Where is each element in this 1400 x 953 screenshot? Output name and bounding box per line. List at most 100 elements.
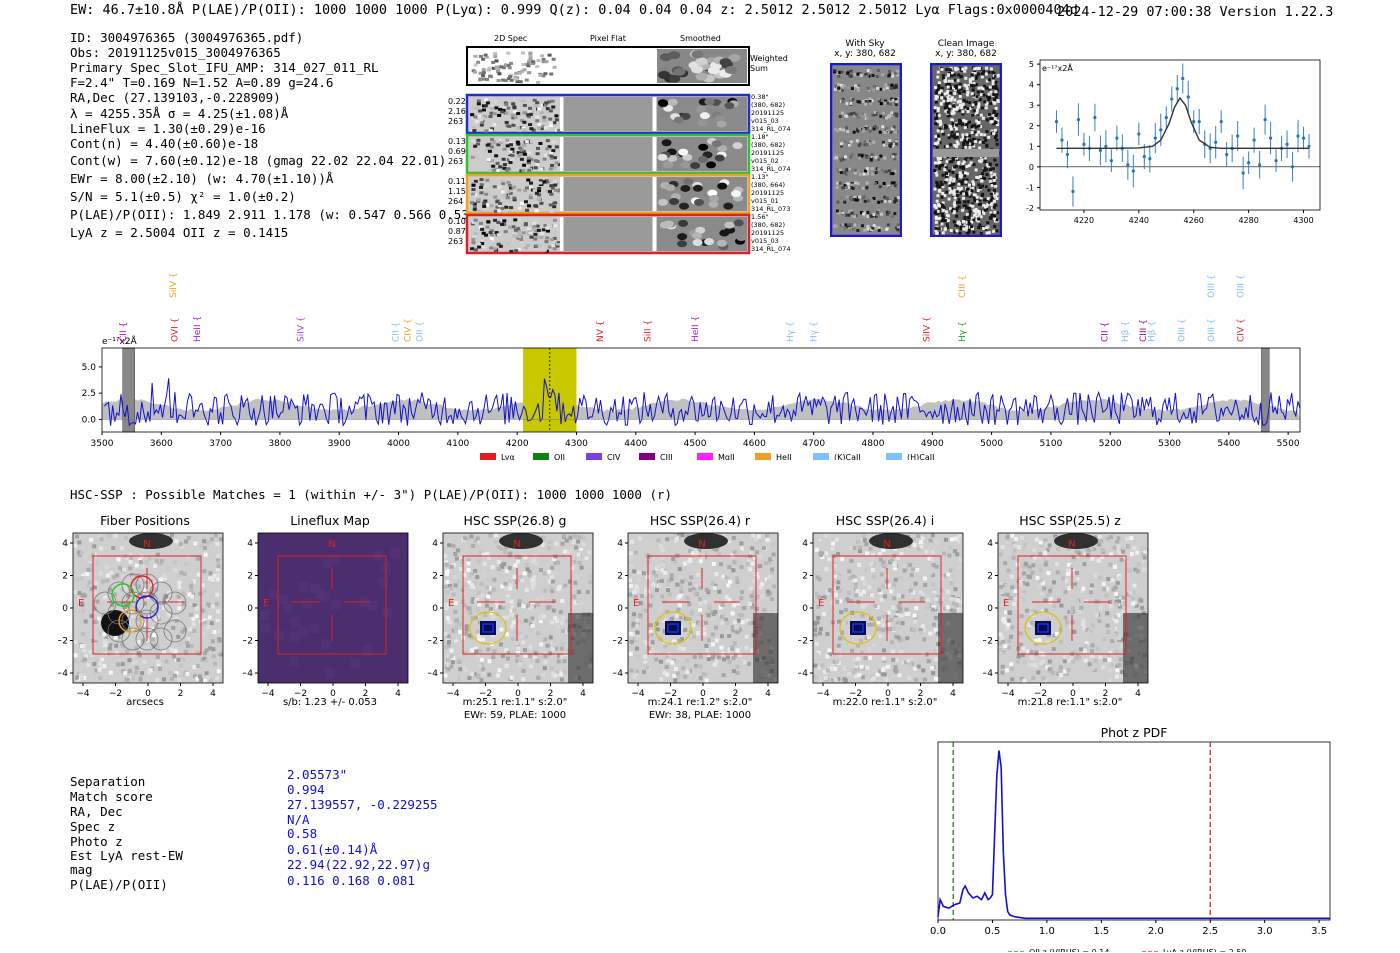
fit-point [1263, 117, 1267, 122]
cutout-pixel [1108, 599, 1113, 604]
clean-pixel [944, 166, 948, 170]
cutout-pixel [692, 586, 697, 591]
cutout-pixel [931, 582, 936, 587]
clean-pixel [971, 216, 975, 220]
noise-pixel [516, 154, 521, 158]
cutout-pixel [103, 595, 108, 600]
cutout-pixel [1017, 545, 1022, 550]
noise-pixel [549, 184, 554, 188]
clean-pixel [956, 89, 960, 93]
cutout-pixel [683, 561, 688, 566]
cutout-caption: m:25.1 re:1.1" s:2.0" [462, 697, 568, 708]
with-sky-title: With Sky x, y: 380, 682 [825, 39, 905, 59]
pixel-flat [564, 177, 652, 211]
lineflux-pixel [320, 639, 331, 650]
cutout-pixel [454, 639, 459, 644]
cutout-pixel [108, 642, 113, 647]
cutout-pixel [134, 665, 139, 670]
cutout-pixel [662, 618, 667, 623]
cutout-pixel [205, 675, 210, 680]
sky-pixel [843, 140, 847, 144]
sky-pixel [833, 69, 837, 73]
cutout-pixel [1046, 571, 1051, 576]
cutout-pixel [579, 550, 584, 555]
lineflux-pixel [350, 658, 361, 669]
noise-pixel [526, 178, 531, 182]
clean-pixel [965, 123, 969, 127]
cutout-pixel [893, 577, 898, 582]
cutout-pixel [1038, 604, 1043, 609]
cutout-pixel [867, 622, 872, 627]
sky-pixel [889, 197, 893, 201]
cutout-pixel [508, 583, 513, 588]
noise-pixel [528, 194, 533, 198]
cutout-pixel [553, 561, 558, 566]
cutout-pixel [676, 607, 681, 612]
cutout-pixel [700, 615, 705, 620]
noise-pixel [545, 107, 550, 111]
cutout-pixel [661, 560, 666, 565]
stamp-divider [560, 177, 563, 211]
sky-pixel [837, 125, 841, 129]
cutout-pixel [479, 657, 484, 662]
cutout-pixel [189, 580, 194, 585]
cutout-pixel [681, 647, 686, 652]
cutout-pixel [898, 650, 903, 655]
emission-line-label: HeII { [691, 316, 701, 342]
clean-pixel [935, 116, 939, 120]
cutout-pixel [1107, 612, 1112, 617]
cutout-pixel [920, 535, 925, 540]
cutout-pixel [1016, 579, 1021, 584]
noise-pixel [516, 236, 521, 240]
cutout-pixel [891, 605, 896, 610]
spectrum-ytick-label: 0.0 [82, 415, 97, 425]
cutout-pixel [454, 625, 459, 630]
clean-pixel [985, 118, 989, 122]
cutout-pixel [486, 555, 491, 560]
noise-pixel [476, 199, 481, 203]
sky-pixel [848, 210, 852, 214]
cutout-pixel [751, 533, 756, 538]
cutout-pixel [560, 589, 565, 594]
cutout-pixel [739, 565, 744, 570]
clean-pixel [944, 76, 948, 80]
noise-pixel [497, 72, 502, 76]
clean-pixel [944, 172, 948, 176]
noise-pixel [501, 138, 506, 142]
cutout-pixel [629, 639, 634, 644]
cutout-xtick-label: 0 [885, 689, 891, 699]
fit-point [1098, 148, 1102, 153]
clean-pixel [959, 87, 963, 91]
cutout-pixel [698, 608, 703, 613]
cutout-pixel [710, 655, 715, 660]
noise-pixel [549, 154, 554, 158]
bright-source [869, 533, 913, 549]
clean-pixel [939, 102, 943, 106]
clean-pixel [986, 197, 990, 201]
cutout-pixel [714, 572, 719, 577]
clean-pixel [965, 206, 969, 210]
clean-pixel [961, 133, 965, 137]
smooth-blob [714, 114, 725, 122]
cutout-pixel [549, 585, 554, 590]
cutout-pixel [730, 653, 735, 658]
clean-pixel [989, 192, 993, 196]
cutout-pixel [689, 575, 694, 580]
noise-pixel [497, 65, 502, 69]
cutout-pixel [838, 636, 843, 641]
sky-pixel [876, 170, 880, 174]
sky-pixel [867, 199, 871, 203]
east-label: E [448, 598, 454, 609]
cutout-pixel [485, 552, 490, 557]
cutout-pixel [1015, 659, 1020, 664]
sky-pixel [876, 86, 880, 90]
cutout-pixel [551, 671, 556, 676]
clean-pixel [945, 210, 949, 214]
cutout-pixel [814, 652, 819, 657]
clean-pixel [975, 95, 979, 99]
clean-pixel [938, 141, 942, 145]
cutout-pixel [444, 602, 449, 607]
noise-pixel [492, 147, 497, 151]
noise-pixel [555, 244, 560, 248]
